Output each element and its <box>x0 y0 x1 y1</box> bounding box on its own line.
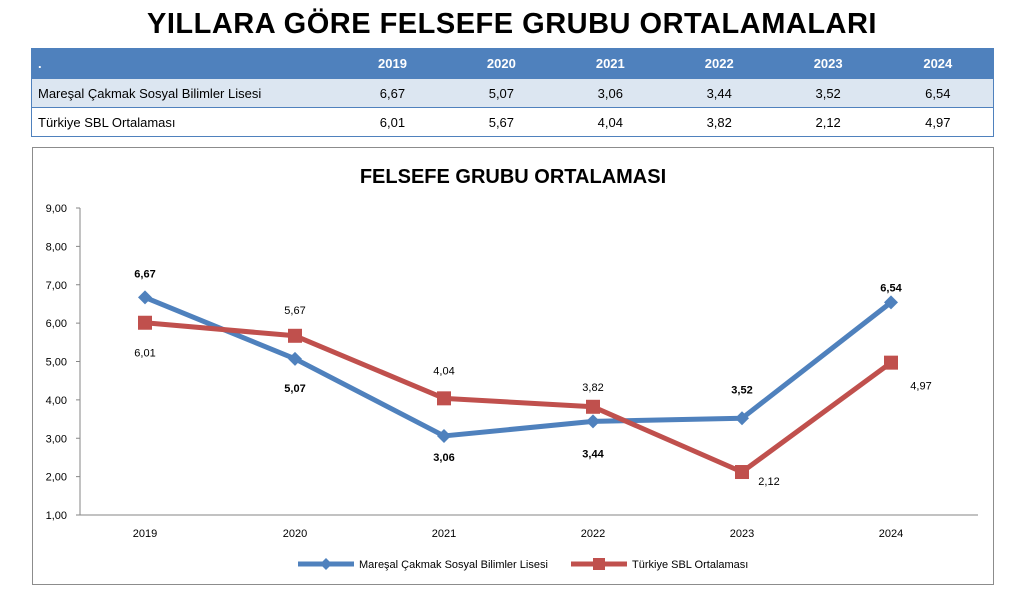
series-0-point <box>735 411 749 426</box>
series-1-point <box>884 355 898 370</box>
data-label: 4,04 <box>433 365 454 377</box>
row-label: Mareşal Çakmak Sosyal Bilimler Lisesi <box>31 78 338 108</box>
x-tick-label: 2019 <box>133 528 157 540</box>
line-chart: FELSEFE GRUBU ORTALAMASI 1,00 2,00 3,00 4,00… <box>46 166 978 571</box>
year-header: 2024 <box>882 48 994 79</box>
legend-label-1: Türkiye SBL Ortalaması <box>632 559 748 571</box>
data-label: 3,82 <box>582 382 603 394</box>
chart-title: FELSEFE GRUBU ORTALAMASI <box>360 166 666 188</box>
averages-table: . 2019 2020 2021 2022 2023 2024 Mareşal … <box>31 48 994 137</box>
table-cell: 3,06 <box>555 78 665 108</box>
y-tick-label: 2,00 <box>46 472 67 484</box>
data-label: 4,97 <box>910 381 931 393</box>
y-tick-label: 1,00 <box>46 510 67 522</box>
data-label: 6,54 <box>880 282 902 294</box>
series-1-point <box>288 328 302 343</box>
series-1-point <box>437 391 451 406</box>
x-tick-label: 2023 <box>730 528 754 540</box>
series-0-point <box>884 295 898 310</box>
table-cell: 4,97 <box>882 107 994 137</box>
data-label: 2,12 <box>758 476 779 488</box>
table-cell: 3,44 <box>664 78 774 108</box>
legend-label-0: Mareşal Çakmak Sosyal Bilimler Lisesi <box>359 559 548 571</box>
x-tick-label: 2024 <box>879 528 903 540</box>
series-0-point <box>586 414 600 429</box>
y-tick-label: 6,00 <box>46 318 67 330</box>
table-cell: 6,67 <box>338 78 447 108</box>
table-header-row: . 2019 2020 2021 2022 2023 2024 <box>31 48 994 79</box>
series-0-point <box>288 351 302 366</box>
table-cell: 6,01 <box>338 107 447 137</box>
y-tick-label: 9,00 <box>46 203 67 215</box>
data-label: 6,67 <box>134 268 155 280</box>
series-line-0 <box>142 294 894 439</box>
table-cell: 5,07 <box>446 78 556 108</box>
data-label: 5,67 <box>284 305 305 317</box>
year-header: 2019 <box>338 48 447 79</box>
table-cell: 2,12 <box>773 107 883 137</box>
y-tick-label: 7,00 <box>46 280 67 292</box>
row-label: Türkiye SBL Ortalaması <box>31 107 338 137</box>
table-cell: 6,54 <box>882 78 994 108</box>
x-tick-label: 2020 <box>283 528 307 540</box>
table-cell: 3,52 <box>773 78 883 108</box>
page-title: YILLARA GÖRE FELSEFE GRUBU ORTALAMALARI <box>147 8 877 40</box>
data-label: 3,44 <box>582 448 604 460</box>
x-tick-label: 2022 <box>581 528 605 540</box>
series-line-1 <box>142 320 894 475</box>
year-header: 2022 <box>664 48 774 79</box>
table-cell: 4,04 <box>555 107 665 137</box>
x-tick-label: 2021 <box>432 528 456 540</box>
table-cell: 3,82 <box>664 107 774 137</box>
chart-panel: FELSEFE GRUBU ORTALAMASI 1,00 2,00 3,00 4,00… <box>32 147 994 585</box>
table-cell: 5,67 <box>446 107 556 137</box>
series-1-point <box>138 315 152 330</box>
series-0-point <box>437 428 451 443</box>
legend-marker-0 <box>320 558 332 570</box>
series-0-point <box>138 290 152 305</box>
table-corner-cell: . <box>31 48 338 79</box>
y-tick-label: 4,00 <box>46 395 67 407</box>
data-label: 3,52 <box>731 384 752 396</box>
y-tick-label: 8,00 <box>46 241 67 253</box>
year-header: 2021 <box>555 48 665 79</box>
table-row: Mareşal Çakmak Sosyal Bilimler Lisesi 6,… <box>31 78 994 108</box>
data-label: 6,01 <box>134 348 155 360</box>
y-tick-label: 5,00 <box>46 357 67 369</box>
table-row: Türkiye SBL Ortalaması 6,01 5,67 4,04 3,… <box>31 107 994 137</box>
data-label: 3,06 <box>433 452 454 464</box>
series-1-point <box>735 465 749 480</box>
legend-marker-1 <box>593 558 605 570</box>
year-header: 2020 <box>446 48 556 79</box>
year-header: 2023 <box>773 48 883 79</box>
data-label: 5,07 <box>284 383 305 395</box>
series-1-point <box>586 399 600 414</box>
y-tick-label: 3,00 <box>46 433 67 445</box>
